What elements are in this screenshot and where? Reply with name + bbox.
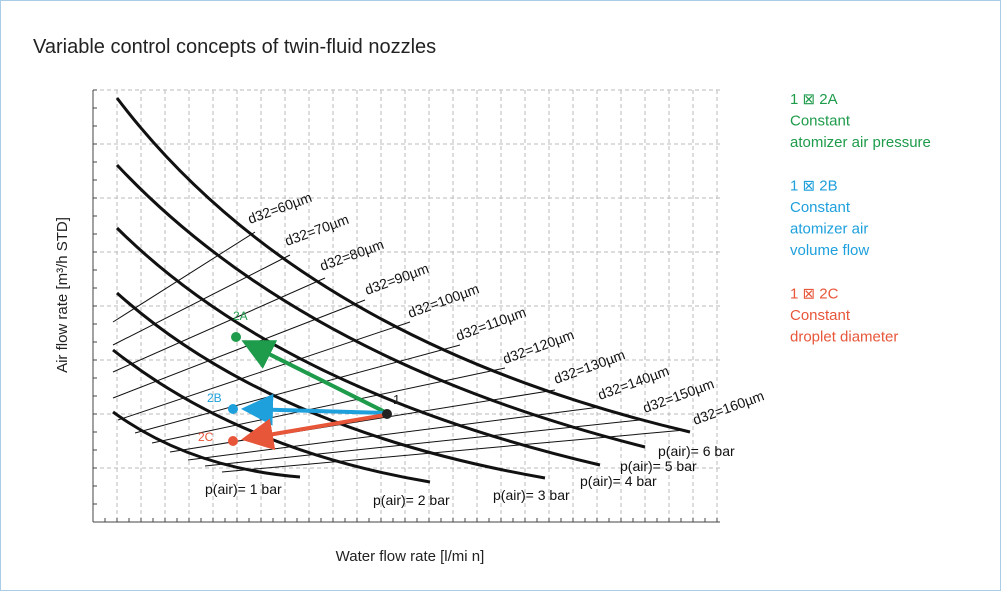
pressure-label: p(air)= 4 bar bbox=[580, 473, 657, 489]
droplet-line bbox=[204, 419, 641, 467]
droplet-line bbox=[187, 406, 601, 461]
pressure-curve bbox=[115, 226, 601, 467]
arrow bbox=[241, 413, 386, 451]
point bbox=[228, 404, 238, 414]
droplet-line bbox=[112, 231, 256, 323]
point bbox=[382, 409, 392, 419]
point bbox=[228, 436, 238, 446]
y-axis-label: Air flow rate [m³/h STD] bbox=[54, 217, 71, 373]
pressure-curve bbox=[115, 97, 691, 434]
point-label: 2B bbox=[207, 391, 222, 405]
pressure-label: p(air)= 5 bar bbox=[620, 458, 697, 474]
pressure-label: p(air)= 2 bar bbox=[373, 492, 450, 508]
point-label: 2C bbox=[198, 430, 214, 444]
pressure-label: p(air)= 3 bar bbox=[493, 487, 570, 503]
point-label: 2A bbox=[233, 309, 248, 323]
pressure-curve bbox=[115, 291, 546, 480]
legend-text: droplet diameter bbox=[790, 329, 898, 346]
legend-text: 1 ⊠ 2C bbox=[790, 286, 839, 303]
legend-text: Constant bbox=[790, 113, 851, 130]
droplet-line bbox=[151, 367, 506, 444]
droplet-line bbox=[112, 277, 326, 373]
pressure-curve bbox=[115, 163, 646, 449]
grid bbox=[92, 89, 720, 523]
legend-text: volume flow bbox=[790, 242, 869, 259]
legend-text: Constant bbox=[790, 199, 851, 216]
title: Variable control concepts of twin-fluid … bbox=[33, 36, 436, 58]
x-axis-label: Water flow rate [l/mi n] bbox=[336, 548, 485, 565]
legend-text: Constant bbox=[790, 307, 851, 324]
pressure-label: p(air)= 6 bar bbox=[658, 443, 735, 459]
legend-text: atomizer air pressure bbox=[790, 134, 931, 151]
pressure-label: p(air)= 1 bar bbox=[205, 481, 282, 497]
point bbox=[231, 332, 241, 342]
droplet-line bbox=[134, 344, 461, 434]
legend-text: atomizer air bbox=[790, 221, 868, 238]
legend-text: 1 ⊠ 2A bbox=[790, 91, 838, 108]
legend-text: 1 ⊠ 2B bbox=[790, 178, 838, 195]
droplet-line bbox=[117, 321, 411, 421]
arrow bbox=[241, 393, 386, 426]
point-label: 1 bbox=[393, 392, 400, 407]
pressure-curve bbox=[112, 410, 301, 479]
arrow bbox=[241, 340, 386, 414]
